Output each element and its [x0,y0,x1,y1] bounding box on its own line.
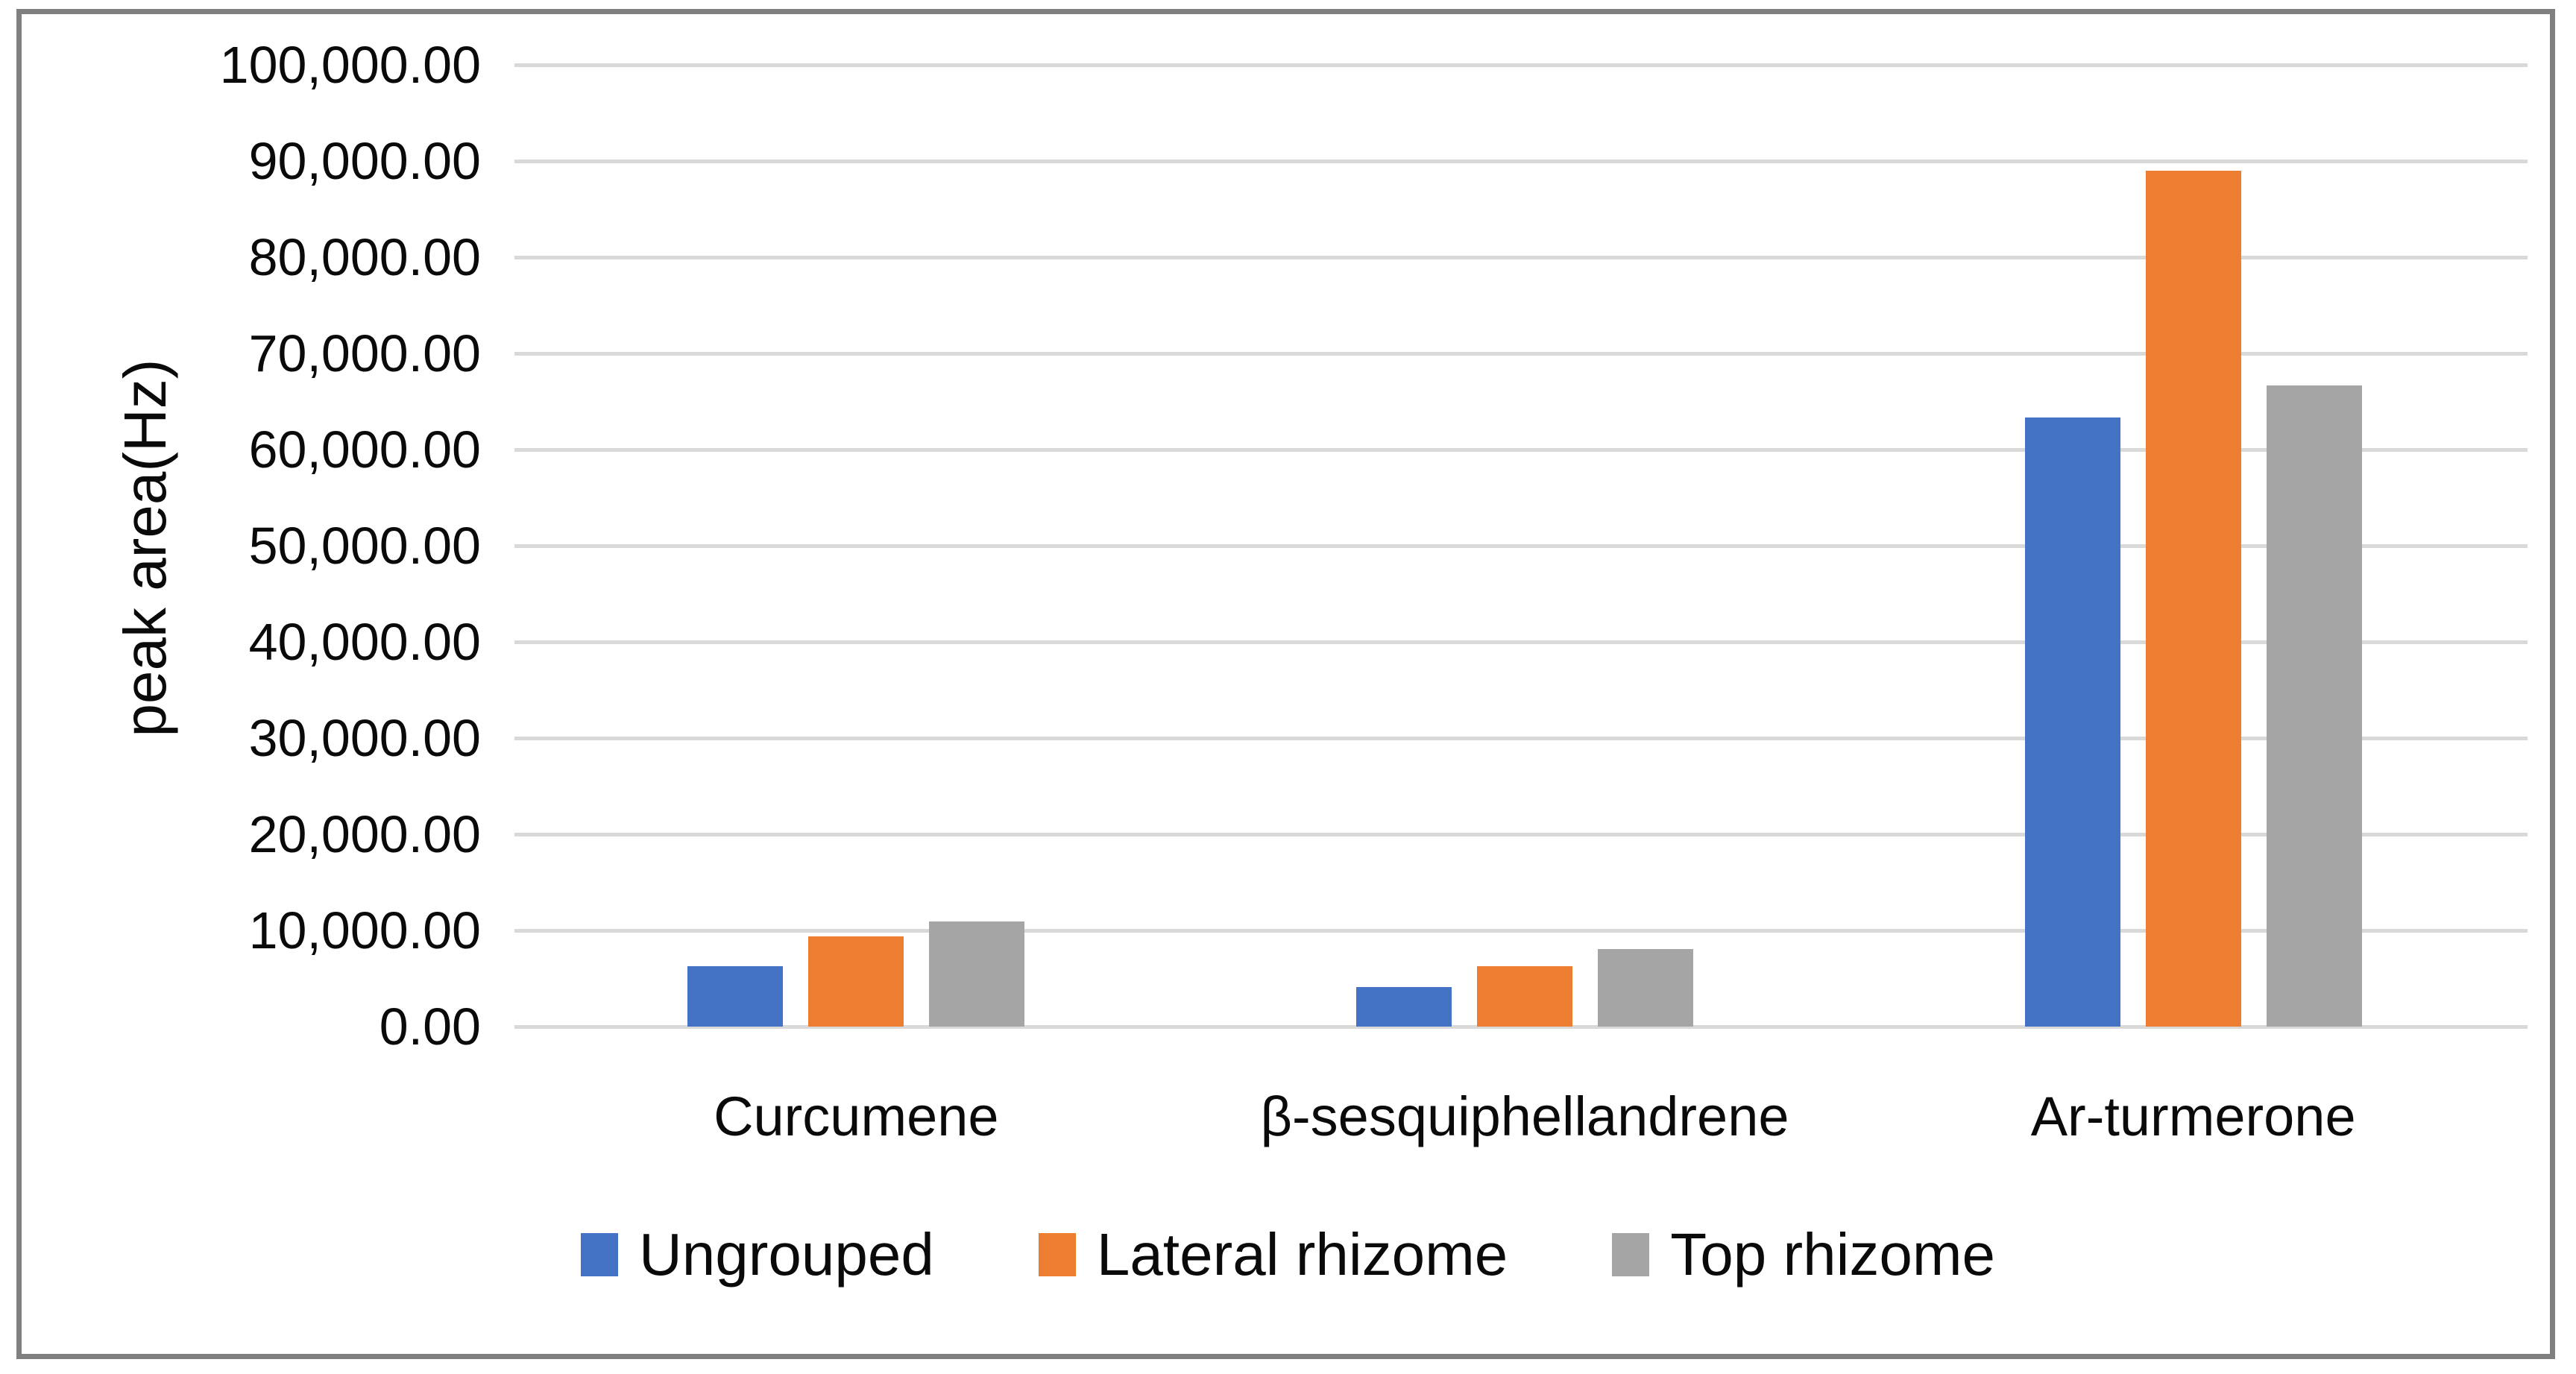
y-tick-label-70-000-00: 70,000.00 [248,324,481,382]
y-tick-label-90-000-00: 90,000.00 [248,132,481,190]
bar-ungrouped-ar-turmerone [2024,417,2120,1027]
bar-ungrouped-sesquiphellandrene [1356,987,1452,1027]
bar-lateral-rhizome-ar-turmerone [2145,170,2241,1027]
gridline-0-00 [514,1024,2528,1029]
legend-item-top-rhizome: Top rhizome [1612,1223,1995,1287]
gridline-60-000-00 [514,447,2528,452]
legend-marker-lateral-rhizome [1038,1233,1076,1276]
gridline-30-000-00 [514,736,2528,740]
bar-ungrouped-curcumene [687,965,784,1027]
legend-label-lateral-rhizome: Lateral rhizome [1096,1221,1508,1288]
bar-lateral-rhizome-sesquiphellandrene [1477,965,1572,1027]
category-label-sesquiphellandrene: β-sesquiphellandrene [1260,1085,1789,1147]
gridline-40-000-00 [514,640,2528,644]
legend-item-ungrouped: Ungrouped [581,1223,934,1287]
y-tick-label-20-000-00: 20,000.00 [248,805,481,863]
legend-marker-top-rhizome [1612,1233,1650,1276]
legend-label-top-rhizome: Top rhizome [1670,1221,1995,1288]
category-label-curcumene: Curcumene [714,1085,999,1147]
legend: Ungrouped Lateral rhizome Top rhizome [45,1199,2531,1311]
gridline-50-000-00 [514,543,2528,548]
y-tick-label-60-000-00: 60,000.00 [248,420,481,479]
y-tick-label-0-00: 0.00 [379,998,481,1056]
legend-marker-ungrouped [581,1233,618,1276]
legend-item-lateral-rhizome: Lateral rhizome [1038,1221,1508,1288]
chart-outer-border [16,9,2555,1359]
y-axis-title: peak area(Hz) [112,359,178,737]
gridline-70-000-00 [514,351,2528,356]
gridline-90-000-00 [514,159,2528,163]
y-tick-label-10-000-00: 10,000.00 [248,901,481,959]
bar-lateral-rhizome-curcumene [808,936,904,1027]
gridline-100-000-00 [514,63,2528,67]
category-label-ar-turmerone: Ar-turmerone [2030,1085,2356,1147]
y-tick-label-100-000-00: 100,000.00 [219,36,481,94]
y-tick-label-80-000-00: 80,000.00 [248,228,481,286]
y-tick-label-30-000-00: 30,000.00 [248,709,481,767]
gridline-80-000-00 [514,255,2528,259]
y-tick-label-50-000-00: 50,000.00 [248,517,481,575]
gridline-20-000-00 [514,832,2528,836]
gridline-10-000-00 [514,928,2528,933]
legend-label-ungrouped: Ungrouped [639,1221,934,1288]
y-tick-label-40-000-00: 40,000.00 [248,613,481,671]
bar-top-rhizome-ar-turmerone [2266,385,2362,1027]
bar-top-rhizome-curcumene [929,921,1025,1027]
bar-top-rhizome-sesquiphellandrene [1598,948,1693,1027]
